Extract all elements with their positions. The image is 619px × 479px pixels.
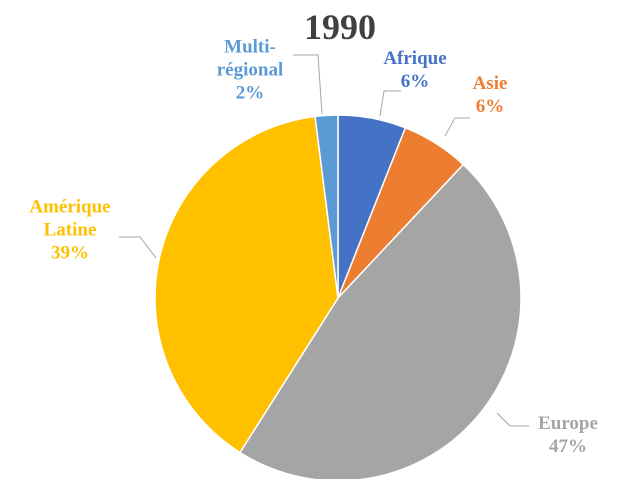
leader-line [444, 117, 470, 137]
slice-label: Asie 6% [460, 72, 520, 118]
value-label: 2% [235, 82, 265, 104]
category-label: Multi-régional [216, 36, 284, 81]
category-label: Amérique Latine [29, 196, 111, 241]
category-label: Europe [538, 413, 598, 434]
leader-line [293, 54, 323, 115]
leader-line [496, 412, 529, 427]
category-label: Afrique [383, 48, 447, 69]
value-label: 39% [51, 242, 89, 264]
chart-title: 1990 [304, 7, 376, 47]
pie-slice [314, 114, 339, 299]
leader-line [379, 90, 401, 117]
pie-slice [154, 115, 339, 454]
slice-label: Afrique 6% [360, 47, 470, 93]
value-label: 6% [400, 71, 430, 92]
slice-label: Multi-régional 2% [206, 36, 294, 105]
category-label: Asie [472, 73, 508, 94]
slice-label: Amérique Latine 39% [13, 196, 128, 265]
leader-line [119, 236, 157, 259]
value-label: 6% [475, 96, 505, 117]
slice-label: Europe 47% [523, 412, 613, 458]
value-label: 47% [549, 436, 587, 457]
